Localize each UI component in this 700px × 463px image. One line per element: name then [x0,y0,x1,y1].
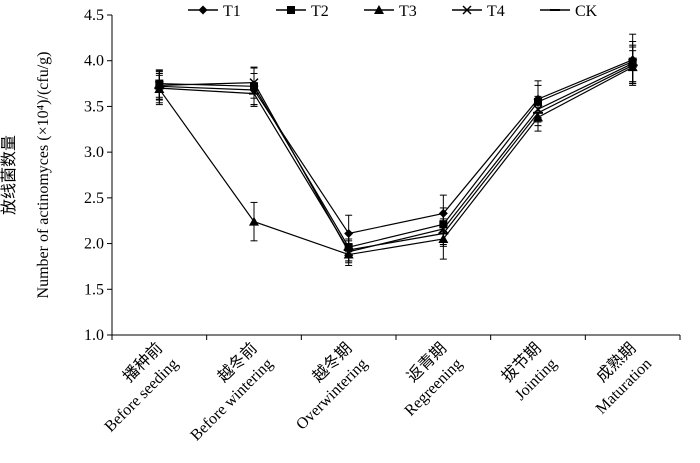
series-line-t2 [159,61,633,248]
y-tick-label: 4.5 [84,7,104,24]
legend-marker-t4 [462,5,472,15]
legend-label: T3 [399,3,417,20]
series-t4 [154,44,638,264]
series-layer [154,33,638,267]
y-tick-label: 3.0 [84,144,104,161]
y-axis-label-en-group: Number of actinomyces (×10⁴)/(cfu/g) [35,52,52,299]
y-axis-label-en: Number of actinomyces (×10⁴)/(cfu/g) [35,52,52,299]
legend-label: T1 [223,3,241,20]
legend-item-t3: T3 [364,3,417,20]
legend-marker-t4-stroke [462,5,472,15]
legend-item-t2: T2 [276,3,329,20]
legend-item-t4: T4 [452,3,505,20]
y-tick-label: 3.5 [84,98,104,115]
legend-item-t1: T1 [188,3,241,20]
series-line-t1 [159,59,633,235]
y-axis-label: 放线菌数量 [0,135,18,215]
legend-marker-t3 [374,5,384,14]
series-line-t4 [159,62,633,253]
legend-label: T2 [311,3,329,20]
legend: T1 T2 T3 T4 CK [188,3,598,20]
y-tick-label: 2.0 [84,236,104,253]
y-axis-label-cn: 放线菌数量 [0,135,18,215]
y-tick-label: 2.5 [84,190,104,207]
data-point-t3 [249,216,259,226]
legend-marker-t1 [198,5,208,15]
series-line-t3 [158,66,633,256]
series-t1 [154,33,638,253]
series-t2 [155,41,637,262]
legend-label: CK [575,3,598,20]
y-tick-label: 1.0 [84,327,104,344]
series-ck [154,46,638,262]
y-tick-label: 1.5 [84,281,104,298]
series-line-ck [159,64,633,251]
legend-label: T4 [487,3,505,20]
legend-marker-t2 [287,6,295,14]
y-tick-label: 4.0 [84,53,104,70]
legend-item-ck: CK [540,3,598,20]
